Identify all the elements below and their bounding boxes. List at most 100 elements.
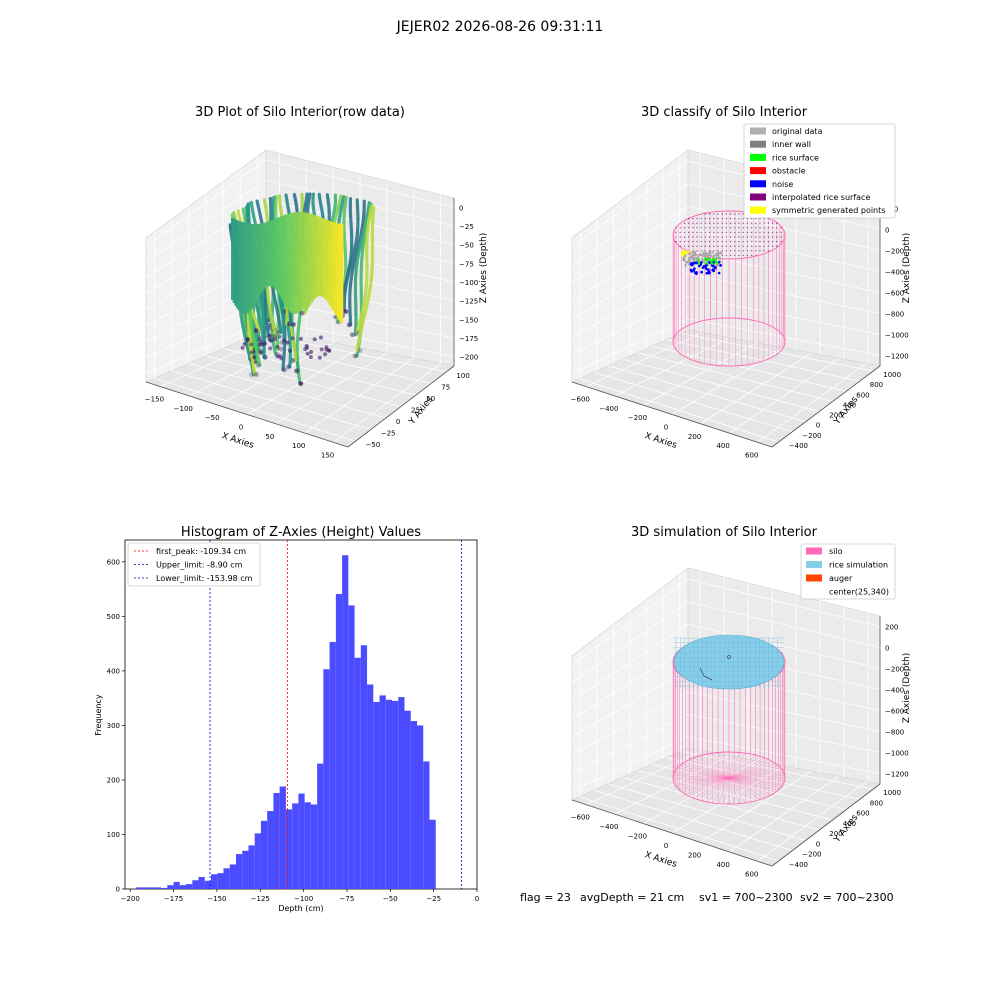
simulation-silo-spoke bbox=[679, 777, 730, 791]
classify-interpolated-point bbox=[755, 254, 757, 257]
classify-interpolated-point bbox=[767, 240, 770, 243]
classify-legend-label: interpolated rice surface bbox=[772, 193, 870, 202]
classify-interpolated-point bbox=[742, 227, 744, 229]
classify-interpolated-point bbox=[767, 227, 770, 229]
classify-interpolated-point bbox=[696, 231, 698, 234]
raw-z-tick-label: −150 bbox=[459, 316, 478, 324]
raw-scan-point bbox=[278, 346, 284, 352]
histogram-x-tick-label: −50 bbox=[383, 895, 398, 903]
classify-z-tick-label: −600 bbox=[885, 290, 904, 298]
simulation-silo-spoke bbox=[697, 756, 730, 779]
classify-interpolated-point bbox=[700, 222, 702, 224]
classify-interpolated-point bbox=[780, 227, 782, 229]
simulation-y-tick-label: 0 bbox=[816, 840, 820, 848]
classify-legend-swatch bbox=[750, 193, 766, 201]
classify-interpolated-point bbox=[721, 217, 723, 220]
raw-scan-line bbox=[342, 198, 360, 314]
histogram-bar bbox=[173, 881, 180, 889]
classify-interpolated-point bbox=[700, 227, 702, 229]
classify-interpolated-point bbox=[767, 250, 770, 252]
sv2-text: sv2 = 700~2300 bbox=[800, 891, 894, 904]
classify-floor-gridline-y bbox=[666, 339, 860, 382]
histogram-legend-label: first_peak: -109.34 cm bbox=[156, 547, 246, 556]
classify-rice-point bbox=[711, 262, 714, 265]
classify-interpolated-point bbox=[738, 236, 740, 238]
classify-interpolated-point bbox=[750, 240, 753, 243]
classify-interpolated-point bbox=[729, 231, 732, 234]
simulation-silo-spoke bbox=[728, 757, 765, 779]
classify-interpolated-point bbox=[717, 231, 719, 234]
classify-interpolated-point bbox=[759, 231, 761, 234]
panel-simulation-3d: 3D simulation of Silo Interior −600−400−… bbox=[571, 525, 912, 878]
classify-z-label: Z Axies (Depth) bbox=[902, 233, 912, 304]
simulation-silo-spoke bbox=[728, 761, 773, 779]
simulation-wall-gridline-z bbox=[571, 713, 881, 774]
histogram-bar bbox=[254, 833, 261, 889]
classify-y-tick-label: −200 bbox=[802, 432, 821, 440]
simulation-z-tick-label: −200 bbox=[885, 666, 904, 674]
histogram-bar bbox=[298, 793, 305, 889]
classify-interpolated-point bbox=[721, 245, 723, 247]
raw-floor-point bbox=[275, 344, 280, 349]
raw-floor-gridline-y bbox=[171, 370, 371, 431]
histogram-bar bbox=[192, 880, 199, 889]
classify-interpolated-point bbox=[708, 236, 711, 238]
classify-wall-gridline-z bbox=[571, 318, 881, 374]
classify-interpolated-point bbox=[700, 250, 702, 252]
histogram-bar bbox=[161, 887, 168, 889]
classify-interpolated-point bbox=[679, 240, 681, 243]
classify-original-point bbox=[709, 254, 713, 258]
simulation-x-tick-label: −200 bbox=[628, 833, 647, 841]
classify-wall-gridline-z bbox=[571, 273, 881, 338]
classify-interpolated-point bbox=[729, 213, 732, 215]
classify-interpolated-point bbox=[713, 222, 715, 224]
classify-interpolated-point bbox=[750, 236, 753, 238]
classify-interpolated-point bbox=[742, 222, 744, 224]
classify-interpolated-point bbox=[755, 227, 757, 229]
classify-rice-point bbox=[709, 259, 712, 263]
classify-interpolated-point bbox=[708, 227, 711, 229]
avg-depth-text: avgDepth = 21 cm bbox=[580, 891, 684, 904]
histogram-bar bbox=[242, 850, 249, 889]
classify-original-point bbox=[692, 253, 696, 256]
classify-interpolated-point bbox=[755, 231, 757, 234]
classify-legend-swatch bbox=[750, 167, 766, 175]
classify-interpolated-point bbox=[713, 250, 715, 252]
raw-floor-point bbox=[298, 337, 303, 341]
classify-interpolated-point bbox=[750, 245, 753, 247]
classify-interpolated-point bbox=[738, 222, 740, 224]
raw-scan-point bbox=[346, 322, 352, 328]
raw-y-tick-label: 25 bbox=[411, 407, 420, 415]
classify-interpolated-point bbox=[687, 231, 690, 234]
simulation-silo-spoke bbox=[728, 777, 765, 799]
classify-noise-point bbox=[700, 270, 703, 274]
raw-z-tick-label: −125 bbox=[459, 298, 478, 306]
simulation-floor-gridline-x bbox=[643, 760, 757, 824]
classify-interpolated-point bbox=[713, 217, 715, 220]
classify-z-tick-label: −1000 bbox=[885, 332, 909, 340]
histogram-bar bbox=[423, 761, 430, 889]
simulation-silo-spoke bbox=[675, 777, 730, 786]
classify-interpolated-point bbox=[755, 222, 757, 224]
classify-interpolated-point bbox=[750, 222, 753, 224]
simulation-wall-gridline-z bbox=[571, 691, 881, 756]
classify-interpolated-point bbox=[738, 250, 740, 252]
histogram-x-tick-label: −25 bbox=[426, 895, 441, 903]
simulation-wall-gridline-z bbox=[571, 623, 881, 702]
classify-interpolated-point bbox=[742, 240, 744, 243]
classify-original-point bbox=[696, 255, 700, 259]
raw-floor-gridline-y bbox=[205, 355, 402, 407]
raw-floor-point bbox=[282, 338, 287, 343]
classify-x-tick-label: 200 bbox=[688, 433, 701, 441]
classify-x-label: X Axies bbox=[643, 431, 678, 451]
classify-interpolated-point bbox=[696, 227, 698, 229]
simulation-z-tick-labels: 200 0 −200 −400 −600 −800 −1000 −1200 bbox=[885, 624, 909, 779]
histogram-bar bbox=[379, 695, 386, 889]
classify-z-tick-label: −800 bbox=[885, 311, 904, 319]
classify-interpolated-point bbox=[683, 227, 686, 229]
classify-noise-point bbox=[691, 263, 694, 267]
simulation-legend-label: rice simulation bbox=[829, 561, 888, 570]
simulation-floor-gridline-x bbox=[700, 770, 812, 843]
simulation-silo-spoke bbox=[675, 770, 730, 779]
simulation-floor-gridline-y bbox=[666, 757, 860, 800]
